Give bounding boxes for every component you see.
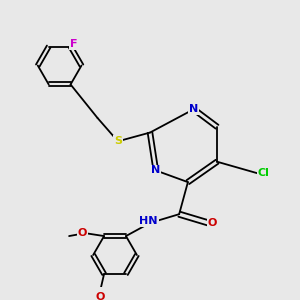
- Text: Cl: Cl: [258, 168, 270, 178]
- Text: N: N: [151, 166, 160, 176]
- Text: F: F: [70, 39, 77, 49]
- Text: N: N: [189, 104, 198, 114]
- Text: HN: HN: [139, 217, 158, 226]
- Text: S: S: [114, 136, 122, 146]
- Text: O: O: [95, 292, 104, 300]
- Text: O: O: [208, 218, 218, 228]
- Text: O: O: [77, 228, 87, 238]
